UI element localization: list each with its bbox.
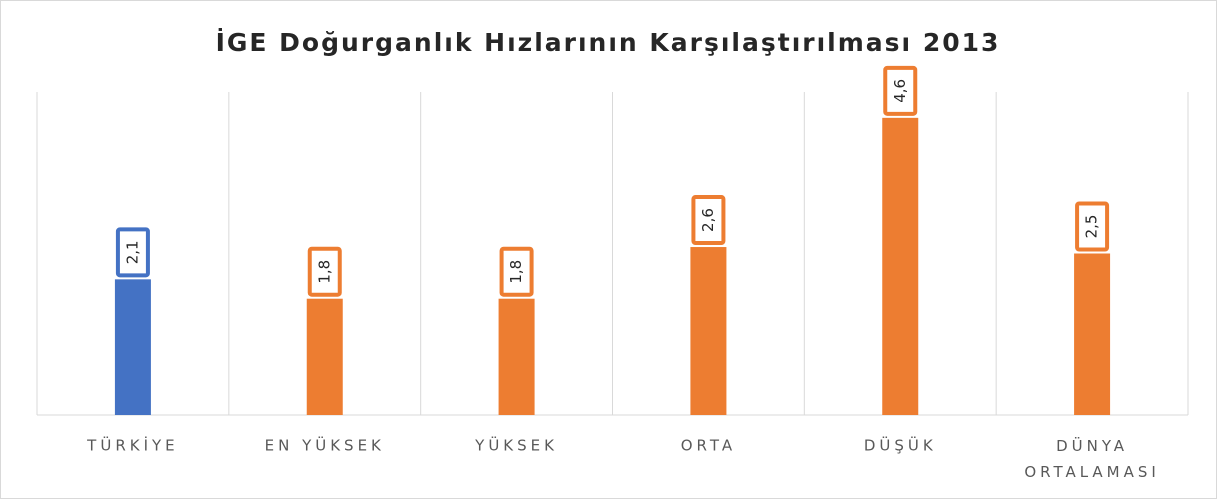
value-label-box	[691, 195, 726, 246]
bar	[498, 298, 535, 415]
value-label-box	[499, 246, 534, 297]
x-tick-label: ORTA	[681, 437, 736, 455]
value-label: 1,8	[507, 260, 525, 284]
value-label-box	[307, 246, 342, 297]
value-label: 2,6	[699, 208, 717, 232]
x-tick-label-line: ORTALAMASI	[1024, 463, 1160, 481]
value-label: 1,8	[315, 260, 333, 284]
x-tick-label: DÜŞÜK	[864, 436, 937, 455]
bar	[114, 279, 151, 415]
chart-title: İGE Doğurganlık Hızlarının Karşılaştırıl…	[216, 27, 1001, 57]
x-tick-label-line: DÜNYA	[1056, 436, 1128, 455]
bar	[882, 117, 919, 415]
value-label-box	[883, 65, 918, 116]
x-tick-label: YÜKSEK	[474, 436, 558, 455]
bar	[1074, 253, 1111, 415]
value-label: 2,1	[123, 240, 141, 264]
bar	[306, 298, 343, 415]
bar	[690, 247, 727, 415]
x-tick-label: EN YÜKSEK	[265, 436, 385, 455]
value-label-box	[1075, 201, 1110, 252]
value-label: 4,6	[891, 79, 909, 103]
x-tick-label: DÜNYA ORTALAMASI	[1024, 436, 1160, 481]
x-tick-label: TÜRKİYE	[86, 436, 178, 455]
value-label-box	[115, 227, 150, 278]
value-label: 2,5	[1083, 215, 1101, 239]
